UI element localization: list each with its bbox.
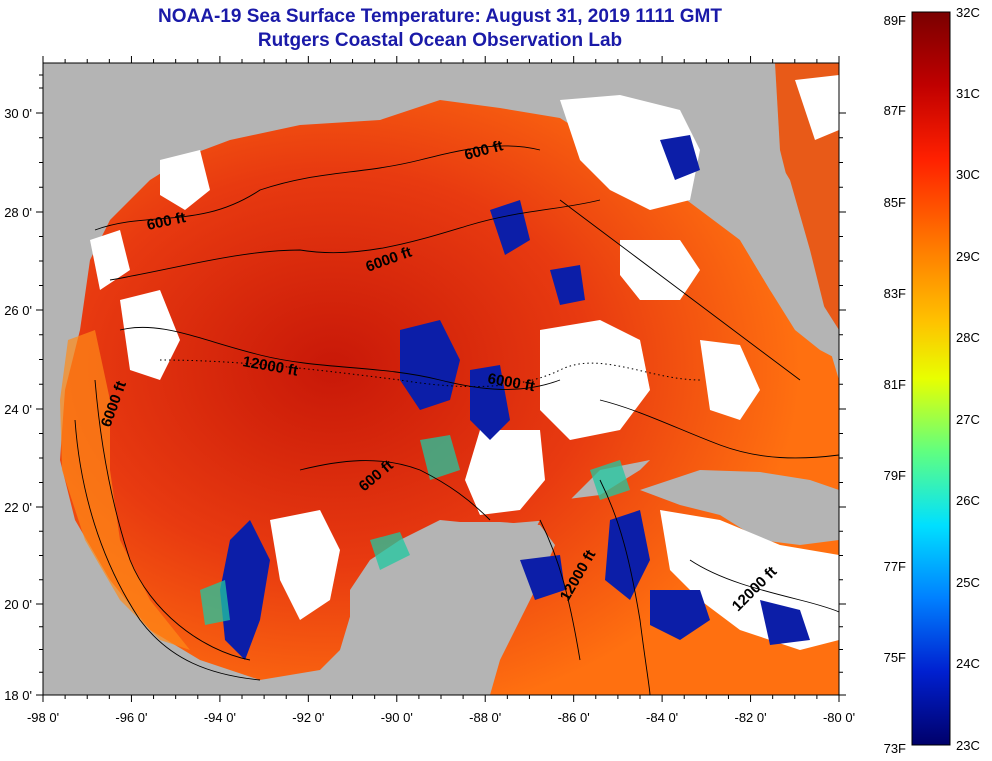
lon-tick-label: -96 0': [115, 710, 147, 725]
colorbar-f-label: 79F: [884, 468, 906, 483]
latitude-axis: 30 0' 28 0' 26 0' 24 0' 22 0' 20 0' 18 0': [4, 74, 846, 703]
lon-tick-label: -84 0': [646, 710, 678, 725]
colorbar-c-label: 25C: [956, 575, 980, 590]
colorbar-fahrenheit-labels: 89F 87F 85F 83F 81F 79F 77F 75F 73F: [884, 13, 906, 756]
lon-tick-label: -80 0': [823, 710, 855, 725]
lon-tick-label: -92 0': [292, 710, 324, 725]
map-title: NOAA-19 Sea Surface Temperature: August …: [158, 6, 722, 27]
lon-tick-label: -82 0': [734, 710, 766, 725]
map-subtitle: Rutgers Coastal Ocean Observation Lab: [257, 30, 623, 51]
lon-tick-label: -98 0': [27, 710, 59, 725]
bathymetry-contours: [74, 145, 839, 695]
lon-tick-label: -90 0': [381, 710, 413, 725]
colorbar-c-label: 24C: [956, 656, 980, 671]
colorbar-c-label: 29C: [956, 249, 980, 264]
colorbar-c-label: 32C: [956, 5, 980, 20]
cool-patches: [220, 135, 810, 660]
longitude-axis: -98 0' -96 0' -94 0' -92 0' -90 0' -88 0' -86 …: [27, 56, 855, 725]
colorbar-celsius-labels: 32C 31C 30C 29C 28C 27C 26C 25C 24C 23C: [956, 5, 980, 753]
colorbar-f-label: 81F: [884, 377, 906, 392]
colorbar-f-label: 73F: [884, 741, 906, 756]
cuba-land: [640, 470, 839, 545]
colorbar-f-label: 87F: [884, 103, 906, 118]
lat-tick-label: 20 0': [4, 597, 32, 612]
lat-tick-label: 18 0': [4, 688, 32, 703]
colorbar-c-label: 30C: [956, 167, 980, 182]
lat-tick-label: 28 0': [4, 205, 32, 220]
lon-tick-label: -88 0': [469, 710, 501, 725]
colorbar-f-label: 83F: [884, 286, 906, 301]
colorbar-f-label: 89F: [884, 13, 906, 28]
colorbar-c-label: 28C: [956, 330, 980, 345]
lon-tick-label: -86 0': [558, 710, 590, 725]
lat-tick-label: 30 0': [4, 106, 32, 121]
lat-tick-label: 22 0': [4, 500, 32, 515]
colorbar: [911, 11, 951, 746]
lat-tick-label: 26 0': [4, 303, 32, 318]
transition-patches: [200, 435, 630, 625]
lat-tick-label: 24 0': [4, 402, 32, 417]
cloud-cover: [90, 75, 839, 650]
lon-tick-label: -94 0': [204, 710, 236, 725]
colorbar-f-label: 75F: [884, 650, 906, 665]
colorbar-c-label: 27C: [956, 412, 980, 427]
colorbar-f-label: 85F: [884, 195, 906, 210]
western-warm-band: [60, 330, 190, 650]
colorbar-c-label: 26C: [956, 493, 980, 508]
colorbar-f-label: 77F: [884, 559, 906, 574]
florida-land: [680, 130, 839, 360]
colorbar-c-label: 31C: [956, 86, 980, 101]
colorbar-c-label: 23C: [956, 738, 980, 753]
